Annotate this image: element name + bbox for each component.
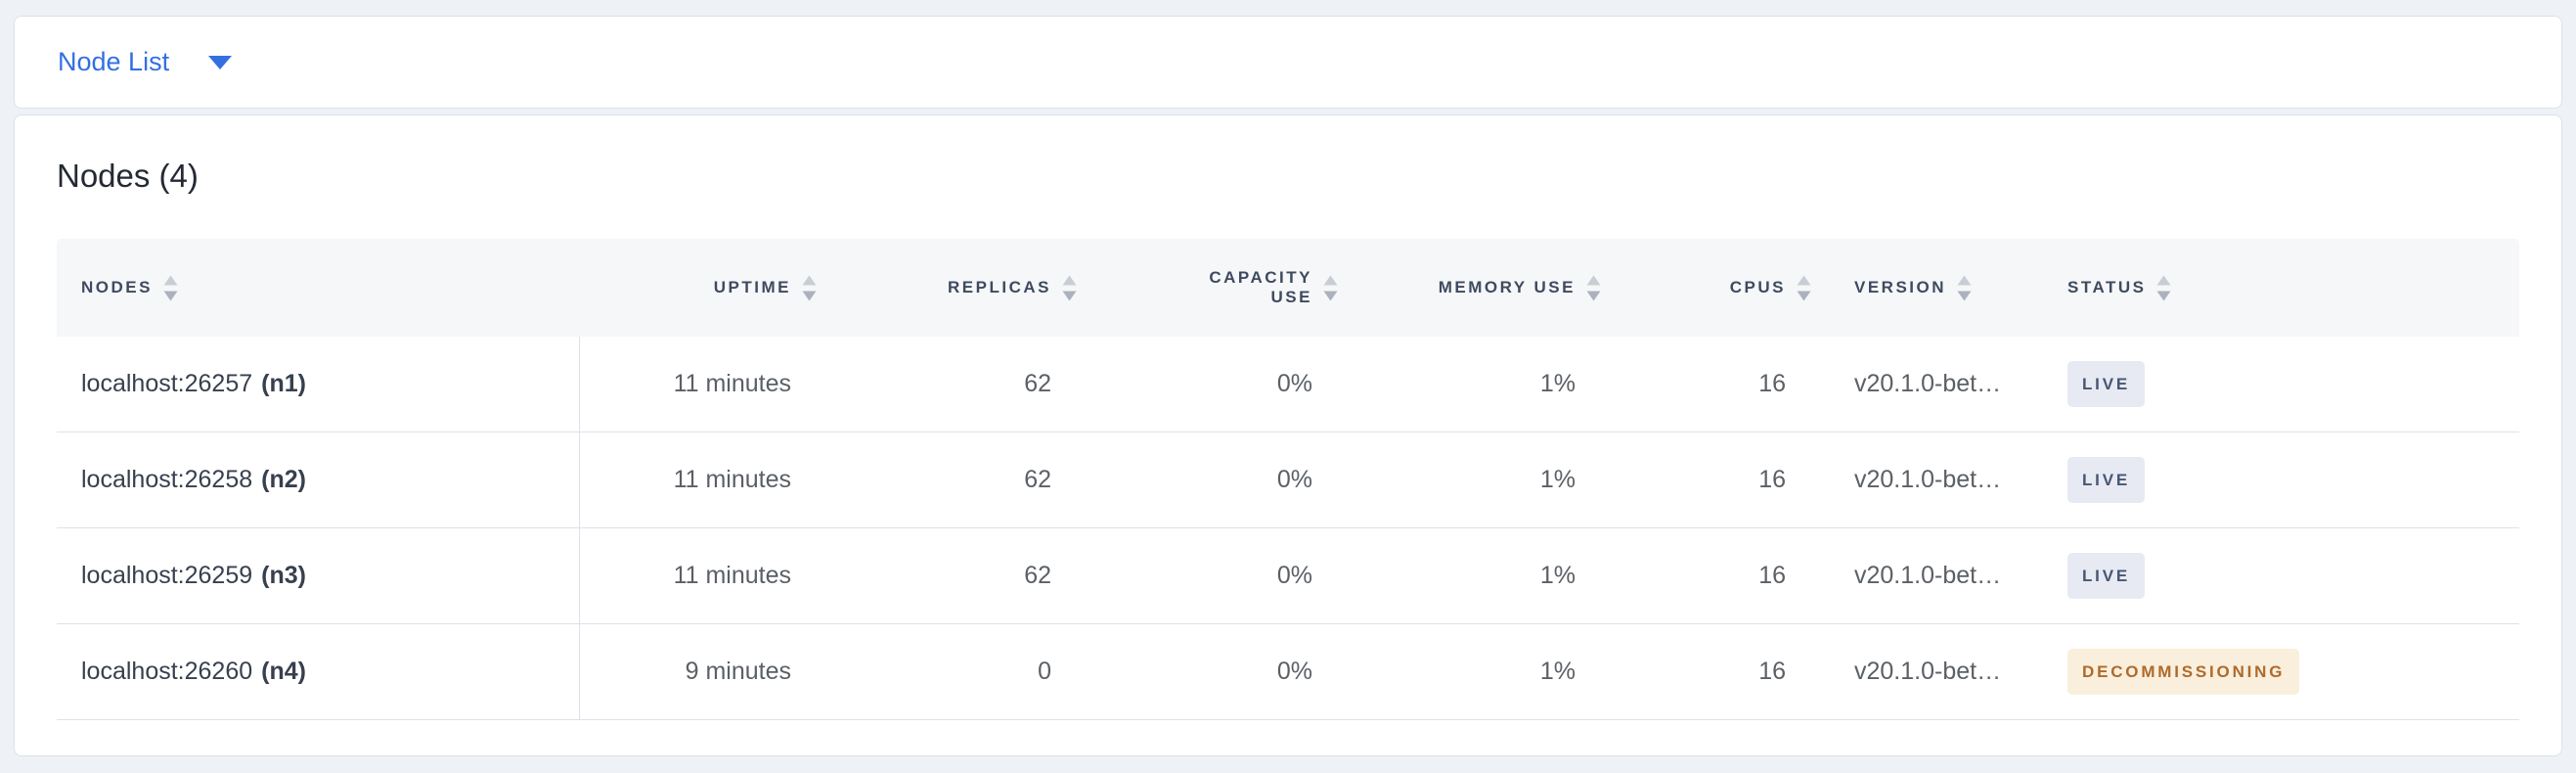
column-header-capacity_use[interactable]: Capacity Use — [1090, 239, 1352, 337]
cell-memory_use: 1% — [1352, 528, 1615, 624]
sort-icon — [163, 275, 178, 300]
cell-node[interactable]: localhost:26259 (n3) — [57, 528, 580, 624]
caret-down-icon — [208, 55, 233, 69]
cell-capacity_use: 0% — [1090, 528, 1352, 624]
cell-capacity_use: 0% — [1090, 432, 1352, 528]
cell-cpus: 16 — [1615, 337, 1825, 432]
column-header-label: Memory Use — [1438, 278, 1576, 296]
column-header-status[interactable]: Status — [2030, 239, 2519, 337]
column-header-label: Version — [1854, 278, 1947, 296]
cell-node[interactable]: localhost:26258 (n2) — [57, 432, 580, 528]
view-selector-dropdown[interactable]: Node List — [58, 47, 233, 77]
cell-replicas: 62 — [830, 432, 1090, 528]
cell-memory_use: 1% — [1352, 624, 1615, 720]
column-header-label: Nodes — [81, 278, 153, 296]
cell-cpus: 16 — [1615, 432, 1825, 528]
column-header-label: CPUs — [1729, 278, 1786, 296]
cell-version: v20.1.0-bet… — [1825, 337, 2030, 432]
nodes-table: Nodes Uptime Replicas Capacity Use Memory Us… — [57, 239, 2519, 720]
status-badge: LIVE — [2067, 457, 2145, 503]
column-header-label: Capacity Use — [1209, 268, 1312, 306]
view-selector-bar: Node List — [14, 16, 2562, 109]
status-badge: LIVE — [2067, 553, 2145, 599]
cell-uptime: 9 minutes — [580, 624, 830, 720]
column-header-node[interactable]: Nodes — [57, 239, 580, 337]
sort-icon — [802, 275, 817, 300]
page-title: Nodes (4) — [57, 158, 199, 194]
node-id: (n1) — [261, 370, 306, 397]
cell-status: LIVE — [2030, 337, 2519, 432]
nodes-panel: Nodes (4) Nodes Uptime Replicas Capacity Us… — [14, 114, 2562, 756]
node-address[interactable]: localhost:26260 — [81, 658, 253, 685]
cell-status: LIVE — [2030, 528, 2519, 624]
cell-replicas: 0 — [830, 624, 1090, 720]
column-header-memory_use[interactable]: Memory Use — [1352, 239, 1615, 337]
node-address[interactable]: localhost:26258 — [81, 466, 253, 493]
view-selector-label: Node List — [58, 47, 170, 76]
column-header-uptime[interactable]: Uptime — [580, 239, 830, 337]
cell-capacity_use: 0% — [1090, 337, 1352, 432]
column-header-label: Replicas — [948, 278, 1051, 296]
column-header-label: Status — [2067, 278, 2147, 296]
column-header-label: Uptime — [713, 278, 791, 296]
sort-icon — [1323, 275, 1338, 300]
cell-version: v20.1.0-bet… — [1825, 432, 2030, 528]
cell-uptime: 11 minutes — [580, 528, 830, 624]
cell-uptime: 11 minutes — [580, 337, 830, 432]
node-id: (n2) — [261, 466, 306, 493]
cell-cpus: 16 — [1615, 624, 1825, 720]
cell-uptime: 11 minutes — [580, 432, 830, 528]
cell-version: v20.1.0-bet… — [1825, 624, 2030, 720]
cell-status: DECOMMISSIONING — [2030, 624, 2519, 720]
cell-version: v20.1.0-bet… — [1825, 528, 2030, 624]
sort-icon — [1586, 275, 1601, 300]
cell-capacity_use: 0% — [1090, 624, 1352, 720]
status-badge: DECOMMISSIONING — [2067, 649, 2300, 695]
cell-memory_use: 1% — [1352, 337, 1615, 432]
sort-icon — [1797, 275, 1811, 300]
node-address[interactable]: localhost:26257 — [81, 370, 253, 397]
status-badge: LIVE — [2067, 361, 2145, 407]
cell-replicas: 62 — [830, 337, 1090, 432]
column-header-replicas[interactable]: Replicas — [830, 239, 1090, 337]
sort-icon — [1957, 275, 1972, 300]
column-header-cpus[interactable]: CPUs — [1615, 239, 1825, 337]
cell-node[interactable]: localhost:26257 (n1) — [57, 337, 580, 432]
sort-icon — [2156, 275, 2171, 300]
column-header-version[interactable]: Version — [1825, 239, 2030, 337]
cell-memory_use: 1% — [1352, 432, 1615, 528]
cell-cpus: 16 — [1615, 528, 1825, 624]
node-id: (n4) — [261, 658, 306, 685]
sort-icon — [1062, 275, 1077, 300]
cell-status: LIVE — [2030, 432, 2519, 528]
cell-replicas: 62 — [830, 528, 1090, 624]
node-address[interactable]: localhost:26259 — [81, 562, 253, 589]
cell-node[interactable]: localhost:26260 (n4) — [57, 624, 580, 720]
node-id: (n3) — [261, 562, 306, 589]
